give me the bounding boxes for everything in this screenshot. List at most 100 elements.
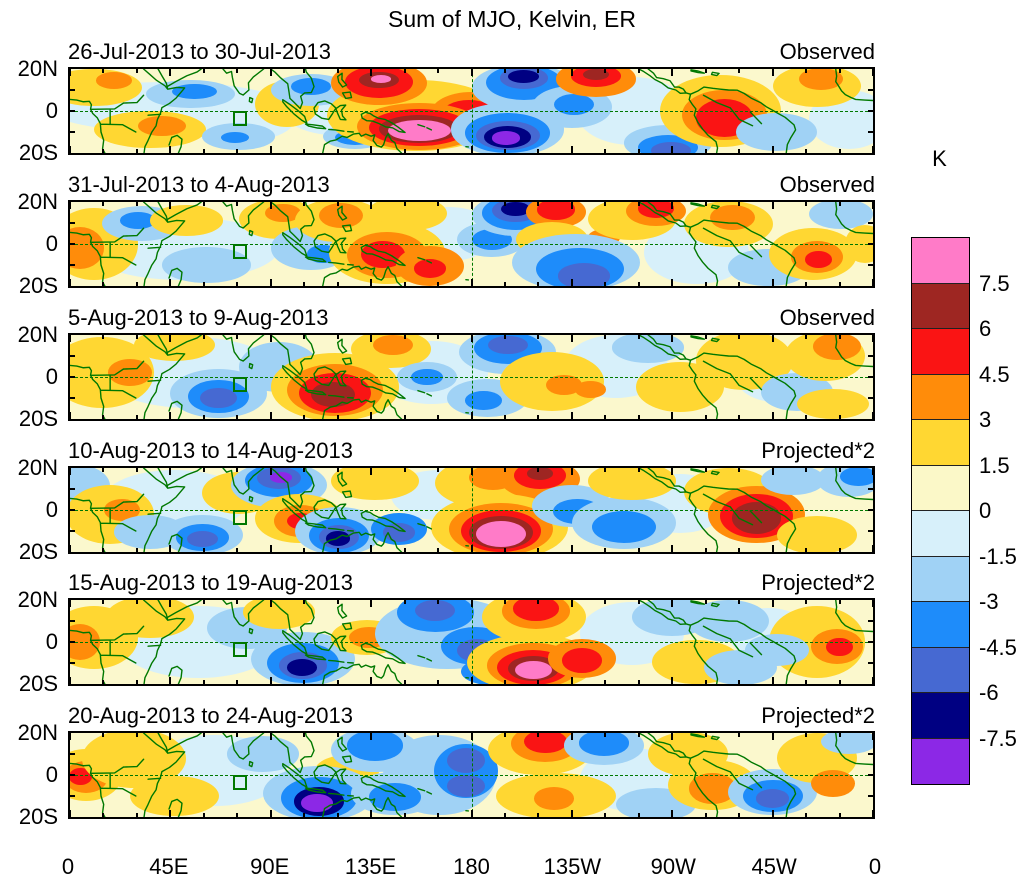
- colorbar-tick-label: 4.5: [979, 361, 1010, 387]
- dateline-dashline: [471, 600, 473, 684]
- contour-blob: [562, 648, 603, 673]
- tick-mark: [70, 397, 75, 399]
- tick-mark: [437, 335, 440, 339]
- contour-blob: [290, 78, 331, 96]
- tick-mark: [570, 677, 573, 684]
- tick-mark: [805, 335, 808, 339]
- colorbar-segment: [912, 283, 969, 329]
- panel-header: 26-Jul-2013 to 30-Jul-2013 Observed: [68, 40, 875, 64]
- tick-mark: [738, 813, 741, 817]
- tick-mark: [872, 545, 873, 552]
- tick-mark: [872, 677, 873, 684]
- tick-mark: [169, 69, 172, 76]
- contour-blob: [326, 531, 351, 546]
- tick-mark: [570, 733, 573, 740]
- tick-mark: [269, 600, 272, 607]
- contour-blob: [524, 733, 567, 754]
- tick-mark: [70, 620, 75, 622]
- tick-mark: [604, 149, 607, 153]
- tick-mark: [370, 335, 373, 342]
- tick-mark: [303, 813, 306, 817]
- tick-mark: [537, 733, 540, 737]
- tick-mark: [503, 202, 506, 206]
- colorbar-segment: [912, 693, 969, 739]
- contour-blob: [487, 335, 528, 355]
- tick-mark: [671, 146, 674, 153]
- tick-mark: [838, 282, 841, 286]
- tick-mark: [169, 545, 172, 552]
- y-axis-tick-label: 20S: [18, 804, 58, 829]
- tick-mark: [102, 680, 105, 684]
- tick-mark: [303, 733, 306, 737]
- tick-mark: [503, 813, 506, 817]
- tick-mark: [303, 548, 306, 552]
- tick-mark: [202, 548, 205, 552]
- tick-mark: [102, 813, 105, 817]
- tick-mark: [269, 733, 272, 740]
- tick-mark: [303, 415, 306, 419]
- tick-mark: [336, 282, 339, 286]
- tick-mark: [537, 600, 540, 604]
- tick-mark: [370, 545, 373, 552]
- y-axis-tick-label: 20N: [17, 720, 58, 745]
- tick-mark: [470, 468, 473, 475]
- tick-mark: [868, 222, 873, 224]
- tick-mark: [303, 600, 306, 604]
- contour-blob: [387, 119, 451, 141]
- tick-mark: [135, 149, 138, 153]
- tick-mark: [838, 202, 841, 206]
- tick-mark: [370, 69, 373, 76]
- colorbar-segment: [912, 420, 969, 466]
- tick-mark: [236, 69, 239, 73]
- tick-mark: [805, 813, 808, 817]
- tick-mark: [370, 810, 373, 817]
- tick-mark: [269, 468, 272, 475]
- tick-mark: [738, 202, 741, 206]
- tick-mark: [336, 680, 339, 684]
- tick-mark: [70, 677, 71, 684]
- tick-mark: [503, 69, 506, 73]
- panel-date-label: 15-Aug-2013 to 19-Aug-2013: [68, 570, 353, 595]
- tick-mark: [437, 468, 440, 472]
- tick-mark: [269, 545, 272, 552]
- tick-mark: [403, 415, 406, 419]
- contour-blob: [534, 787, 575, 810]
- tick-mark: [169, 279, 172, 286]
- tick-mark: [202, 813, 205, 817]
- tick-mark: [604, 813, 607, 817]
- tick-mark: [771, 545, 774, 552]
- colorbar-segment: [912, 465, 969, 511]
- dateline-dashline: [471, 69, 473, 153]
- contour-blob: [476, 520, 527, 547]
- x-axis-tick-label: 180: [453, 854, 490, 879]
- x-axis-tick-label: 135W: [543, 854, 602, 879]
- contour-blob: [465, 391, 502, 410]
- y-axis-tick-label: 20S: [18, 671, 58, 696]
- tick-mark: [70, 488, 75, 490]
- tick-mark: [470, 279, 473, 286]
- contour-blob: [120, 212, 157, 229]
- tick-mark: [704, 415, 707, 419]
- tick-mark: [868, 662, 873, 664]
- tick-mark: [738, 600, 741, 604]
- contour-blob: [108, 359, 153, 387]
- index-region-box: [233, 244, 247, 260]
- tick-mark: [704, 335, 707, 339]
- tick-mark: [202, 415, 205, 419]
- tick-mark: [637, 600, 640, 604]
- tick-mark: [169, 335, 172, 342]
- tick-mark: [805, 733, 808, 737]
- tick-mark: [537, 282, 540, 286]
- tick-mark: [70, 509, 75, 511]
- tick-mark: [135, 468, 138, 472]
- tick-mark: [269, 146, 272, 153]
- contour-blob: [557, 263, 610, 286]
- y-axis-tick-label: 20S: [18, 406, 58, 431]
- dateline-dashline: [471, 468, 473, 552]
- contour-blob: [536, 202, 576, 220]
- y-axis-tick-label: 20N: [17, 587, 58, 612]
- tick-mark: [637, 813, 640, 817]
- tick-mark: [868, 264, 873, 266]
- y-axis-tick-label: 0: [45, 629, 58, 654]
